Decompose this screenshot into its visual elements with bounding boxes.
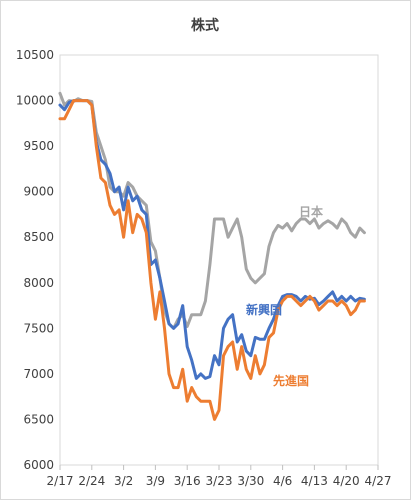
x-tick-label: 3/30 <box>237 474 264 488</box>
series-label-emerging: 新興国 <box>246 302 282 317</box>
series-line-developed <box>58 99 366 421</box>
y-tick-label: 7000 <box>23 367 54 381</box>
series-line-japan <box>58 91 366 330</box>
y-tick-label: 8000 <box>23 276 54 290</box>
y-tick-label: 10500 <box>16 48 54 62</box>
chart-title: 株式 <box>191 17 219 34</box>
series-label-japan: 日本 <box>299 204 323 219</box>
x-tick-label: 4/6 <box>273 474 292 488</box>
y-tick-label: 9000 <box>23 185 54 199</box>
x-tick-label: 4/13 <box>301 474 328 488</box>
y-tick-label: 9500 <box>23 139 54 153</box>
x-tick-label: 3/2 <box>114 474 133 488</box>
y-tick-label: 10000 <box>16 94 54 108</box>
x-tick-label: 4/20 <box>333 474 360 488</box>
y-tick-label: 7500 <box>23 321 54 335</box>
x-tick-label: 2/24 <box>78 474 105 488</box>
x-tick-label: 3/9 <box>146 474 165 488</box>
x-tick-label: 2/17 <box>47 474 74 488</box>
y-tick-label: 6500 <box>23 412 54 426</box>
x-tick-label: 3/16 <box>174 474 201 488</box>
x-tick-label: 4/27 <box>365 474 392 488</box>
y-tick-label: 8500 <box>23 230 54 244</box>
y-tick-label: 6000 <box>23 458 54 472</box>
axes: 6000 6500 7000 7500 8000 8500 9000 9500 10000 105… <box>16 48 392 488</box>
series-label-developed: 先進国 <box>273 373 309 388</box>
series-group <box>58 91 366 421</box>
x-tick-label: 3/23 <box>206 474 233 488</box>
